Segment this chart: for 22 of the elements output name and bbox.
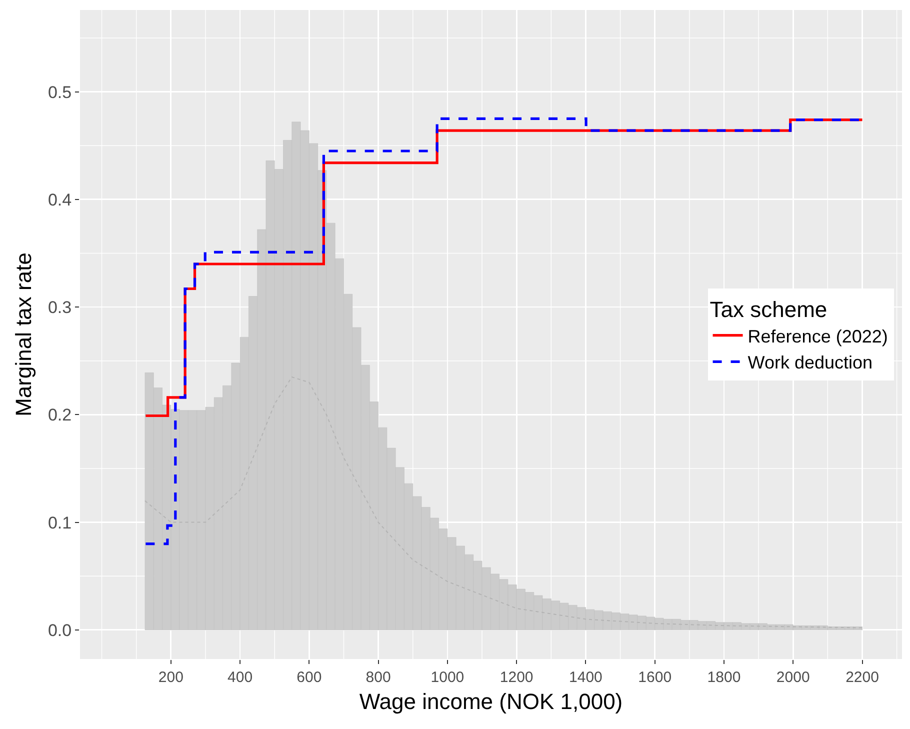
y-tick-label: 0.3 — [48, 298, 72, 317]
x-tick-label: 800 — [366, 669, 391, 686]
y-tick-label: 0.4 — [48, 190, 72, 210]
legend-label: Work deduction — [748, 352, 873, 373]
x-tick-label: 1000 — [430, 669, 464, 686]
legend-title: Tax scheme — [710, 297, 828, 322]
y-tick-label: 0.1 — [48, 513, 72, 532]
y-axis-title: Marginal tax rate — [10, 252, 36, 416]
x-tick-label: 200 — [158, 669, 184, 686]
x-tick-label: 400 — [228, 669, 253, 686]
y-tick-label: 0.2 — [48, 406, 72, 425]
x-tick-label: 1600 — [638, 669, 672, 686]
x-tick-label: 2000 — [776, 669, 810, 686]
y-tick-label: 0.5 — [48, 82, 72, 102]
x-tick-label: 1400 — [569, 669, 602, 686]
legend-label: Reference (2022) — [748, 326, 888, 346]
x-tick-label: 1800 — [707, 669, 741, 686]
x-tick-label: 600 — [296, 669, 322, 686]
x-axis-title: Wage income (NOK 1,000) — [359, 688, 623, 714]
y-tick-label: 0.0 — [48, 620, 72, 640]
x-tick-label: 2200 — [846, 669, 879, 686]
x-tick-label: 1200 — [500, 669, 534, 686]
